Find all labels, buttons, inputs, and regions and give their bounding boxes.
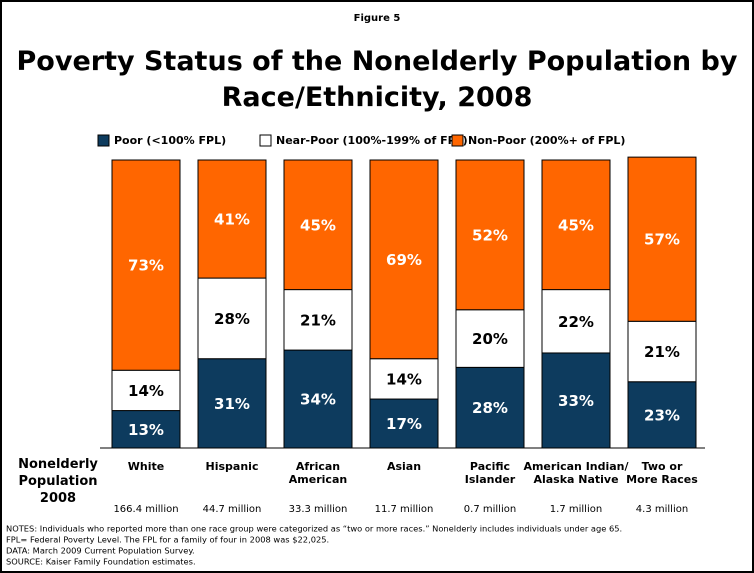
population-value: 33.3 million (289, 504, 348, 515)
x-tick-label: Pacific Islander (465, 460, 516, 486)
data-label: 41% (214, 211, 250, 229)
data-label: 69% (386, 251, 422, 269)
data-label: 45% (300, 216, 336, 234)
data-label: 17% (386, 415, 422, 433)
bar-segment (283, 289, 353, 351)
population-value: 1.7 million (550, 504, 602, 515)
data-label: 73% (128, 257, 164, 275)
data-label: 21% (300, 311, 336, 329)
data-label: 14% (386, 370, 422, 388)
population-value: 44.7 million (203, 504, 262, 515)
population-value: 166.4 million (113, 504, 178, 515)
data-label: 57% (644, 231, 680, 249)
data-label: 13% (128, 421, 164, 439)
note: FPL= Federal Poverty Level. The FPL for … (6, 535, 329, 545)
legend-label: Near-Poor (100%-199% of FPL) (276, 134, 468, 147)
data-label: 14% (128, 382, 164, 400)
note: DATA: March 2009 Current Population Surv… (6, 546, 195, 556)
population-value: 11.7 million (375, 504, 434, 515)
bar-segment (541, 352, 611, 449)
population-label: Nonelderly Population 2008 (18, 457, 98, 506)
bar-segment (455, 159, 525, 311)
bar-segment (197, 277, 267, 360)
bar-segment (197, 358, 267, 449)
bar-segment (197, 159, 267, 279)
x-tick-label: African American (289, 460, 347, 486)
bar-segment (627, 320, 697, 383)
bar-segment (111, 159, 181, 371)
legend-swatch (259, 134, 272, 147)
data-label: 28% (472, 399, 508, 417)
bar-segment (455, 309, 525, 368)
bar-segment (369, 398, 439, 449)
bar-segment (541, 159, 611, 291)
x-tick-label: American Indian/Alaska Native (523, 460, 629, 486)
legend-swatch (97, 134, 110, 147)
data-label: 23% (644, 406, 680, 424)
legend-swatch (451, 134, 464, 147)
chart-title: Poverty Status of the Nonelderly Populat… (17, 46, 738, 113)
data-label: 52% (472, 226, 508, 244)
data-label: 34% (300, 391, 336, 409)
bar-segment (111, 369, 181, 412)
data-label: 28% (214, 310, 250, 328)
data-label: 33% (558, 392, 594, 410)
x-tick-label: Asian (387, 460, 421, 473)
legend-label: Poor (<100% FPL) (114, 134, 226, 147)
note: SOURCE: Kaiser Family Foundation estimat… (6, 557, 196, 567)
bar-segment (627, 381, 697, 449)
population-value: 0.7 million (464, 504, 516, 515)
data-label: 20% (472, 330, 508, 348)
data-label: 31% (214, 395, 250, 413)
x-tick-label: Two or More Races (626, 460, 698, 486)
population-value: 4.3 million (636, 504, 688, 515)
data-label: 21% (644, 343, 680, 361)
x-tick-label: White (128, 460, 164, 473)
bar-segment (283, 159, 353, 291)
bar-segment (111, 410, 181, 449)
bar-segment (455, 366, 525, 449)
bar-segment (283, 349, 353, 449)
bar-segment (627, 156, 697, 322)
data-label: 45% (558, 216, 594, 234)
figure-label: Figure 5 (354, 13, 401, 24)
data-label: 22% (558, 313, 594, 331)
legend-label: Non-Poor (200%+ of FPL) (468, 134, 625, 147)
note: NOTES: Individuals who reported more tha… (6, 524, 622, 534)
x-tick-label: Hispanic (206, 460, 259, 473)
bar-segment (369, 159, 439, 360)
